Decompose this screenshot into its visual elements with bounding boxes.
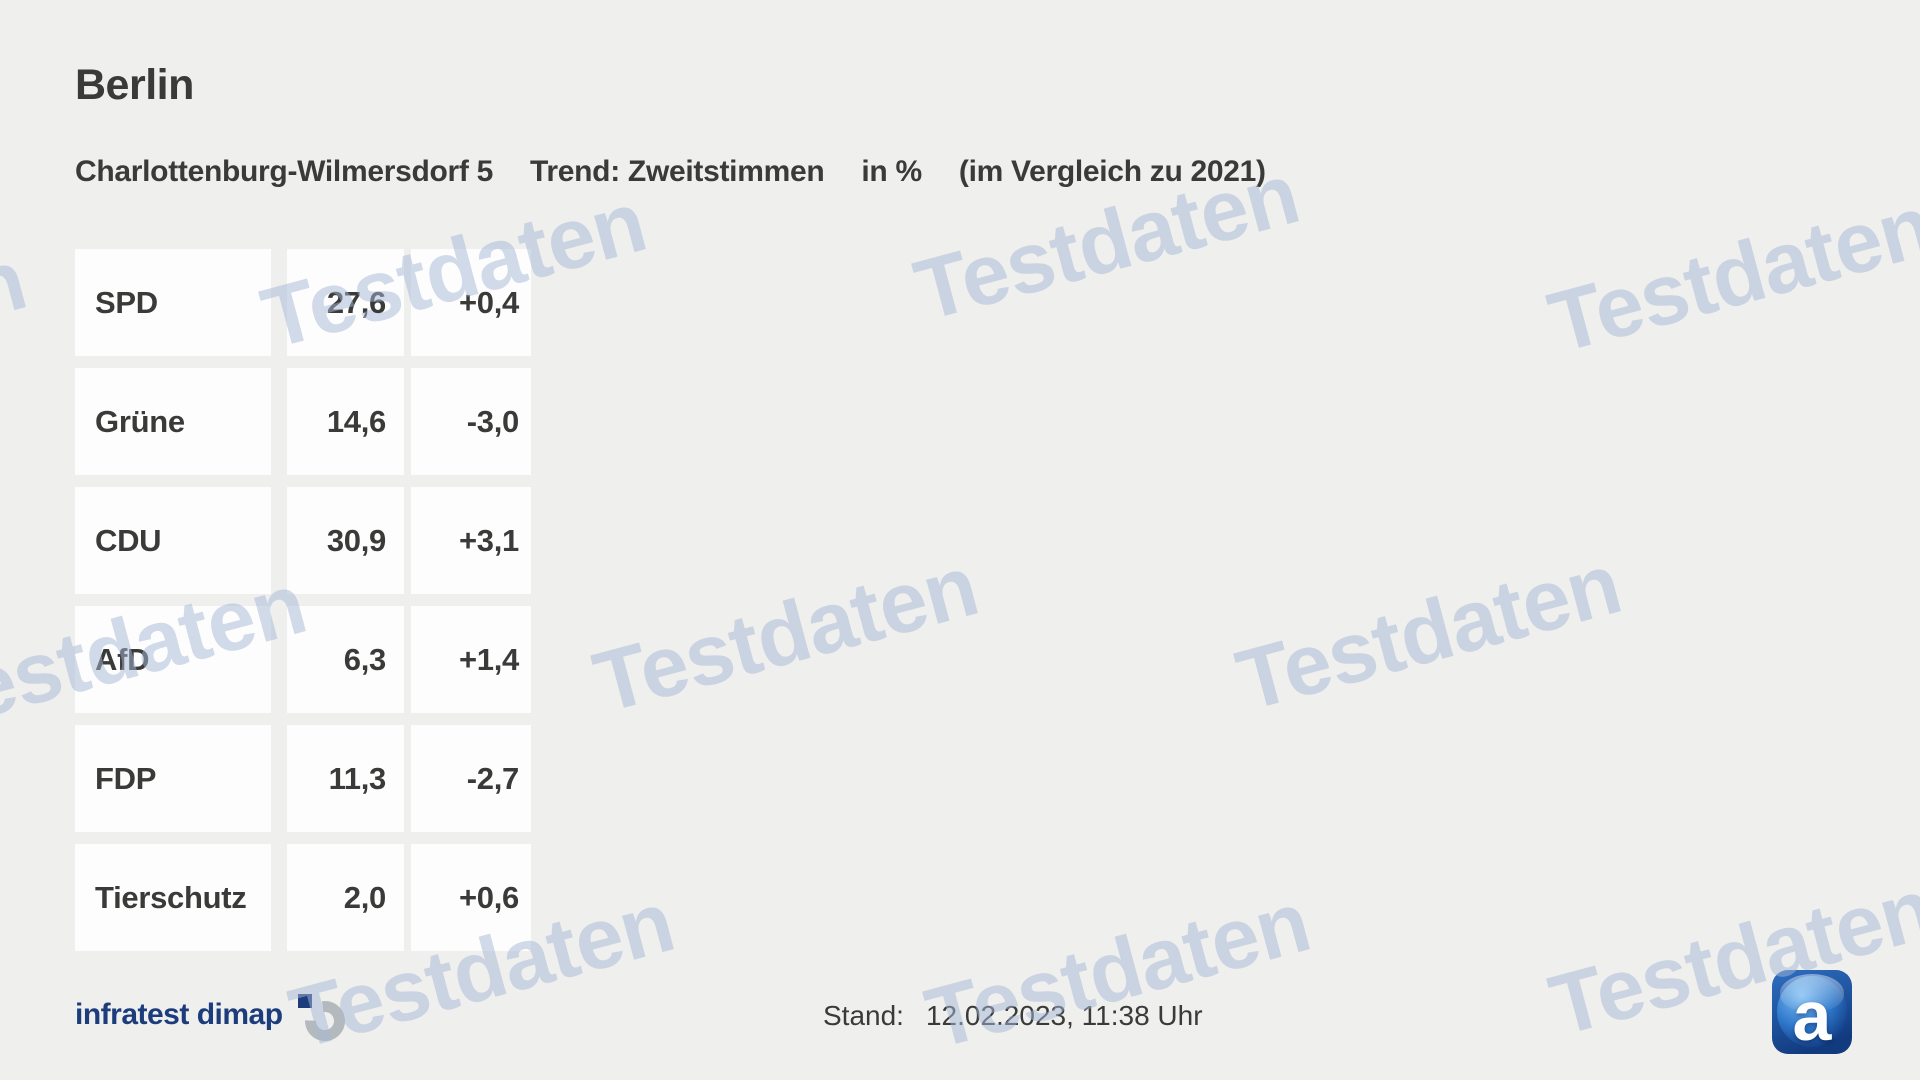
subtitle-unit: in % <box>861 155 922 188</box>
table-row: Tierschutz 2,0 +0,6 <box>75 844 531 951</box>
table-row: FDP 11,3 -2,7 <box>75 725 531 832</box>
broadcaster-logo: a <box>1772 970 1852 1054</box>
party-value-cell: 14,6 <box>287 368 404 475</box>
party-value-cell: 2,0 <box>287 844 404 951</box>
party-change-cell: -3,0 <box>411 368 531 475</box>
party-label-cell: AfD <box>75 606 271 713</box>
infratest-dimap-icon <box>297 994 345 1041</box>
infratest-dimap-logo: infratest dimap <box>75 994 345 1041</box>
party-label-cell: Grüne <box>75 368 271 475</box>
broadcaster-logo-gloss <box>1780 974 1844 1012</box>
party-value-cell: 30,9 <box>287 487 404 594</box>
party-change-cell: +1,4 <box>411 606 531 713</box>
status-value: 12.02.2023, 11:38 Uhr <box>925 1000 1203 1031</box>
party-label-cell: FDP <box>75 725 271 832</box>
testdata-watermark: Testdaten <box>0 231 35 426</box>
table-row: SPD 27,6 +0,4 <box>75 249 531 356</box>
subtitle-metric: Trend: Zweitstimmen <box>530 155 825 188</box>
page-title: Berlin <box>75 61 194 109</box>
subtitle-comparison: (im Vergleich zu 2021) <box>958 155 1266 188</box>
infratest-dimap-wordmark: infratest dimap <box>75 998 283 1031</box>
testdata-watermark: Testdaten <box>584 537 987 732</box>
party-label-cell: Tierschutz <box>75 844 271 951</box>
table-row: AfD 6,3 +1,4 <box>75 606 531 713</box>
testdata-watermark: Testdaten <box>1227 535 1630 730</box>
party-label-cell: CDU <box>75 487 271 594</box>
party-label-cell: SPD <box>75 249 271 356</box>
party-value-cell: 11,3 <box>287 725 404 832</box>
page-subtitle: Charlottenburg-Wilmersdorf 5 Trend: Zweit… <box>75 155 1266 189</box>
party-change-cell: -2,7 <box>411 725 531 832</box>
status-text: Stand: 12.02.2023, 11:38 Uhr <box>823 1000 1203 1032</box>
party-change-cell: +0,6 <box>411 844 531 951</box>
subtitle-district: Charlottenburg-Wilmersdorf 5 <box>75 155 494 188</box>
broadcaster-logo-orb <box>1777 976 1847 1047</box>
table-row: CDU 30,9 +3,1 <box>75 487 531 594</box>
party-change-cell: +3,1 <box>411 487 531 594</box>
status-label: Stand: <box>823 1000 904 1031</box>
party-change-cell: +0,4 <box>411 249 531 356</box>
testdata-watermark: Testdaten <box>1540 860 1920 1055</box>
testdata-watermark: Testdaten <box>916 873 1319 1068</box>
testdata-watermark: Testdaten <box>1539 177 1920 372</box>
party-value-cell: 6,3 <box>287 606 404 713</box>
table-row: Grüne 14,6 -3,0 <box>75 368 531 475</box>
results-table: SPD 27,6 +0,4 Grüne 14,6 -3,0 CDU 30,9 +… <box>75 249 531 963</box>
broadcaster-logo-letter: a <box>1792 977 1832 1054</box>
party-value-cell: 27,6 <box>287 249 404 356</box>
